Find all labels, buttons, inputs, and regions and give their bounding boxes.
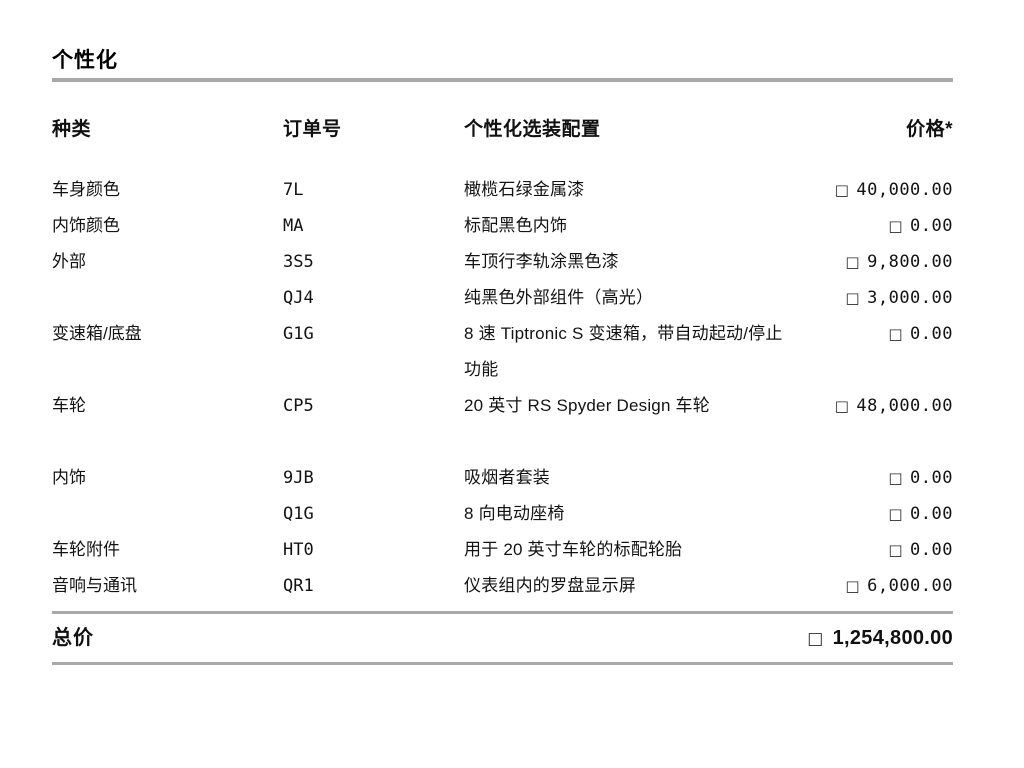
cell-description: 吸烟者套装 (464, 468, 550, 487)
checkbox-icon[interactable]: □ (845, 289, 861, 307)
cell-order-code: CP5 (283, 396, 314, 416)
cell-description: 标配黑色内饰 (464, 216, 568, 235)
header-description: 个性化选装配置 (464, 119, 601, 140)
cell-category: 外部 (52, 252, 86, 271)
header-price: 价格* (906, 119, 953, 140)
header-order-code: 订单号 (283, 119, 342, 140)
cell-price-amount: 6,000.00 (867, 576, 953, 596)
cell-price-amount: 0.00 (910, 324, 953, 344)
cell-price-group: □ 48,000.00 (835, 388, 953, 424)
cell-category: 内饰颜色 (52, 216, 120, 235)
total-divider-bottom (52, 662, 953, 665)
cell-price-group: □ 6,000.00 (845, 568, 953, 604)
cell-price-group: □ 0.00 (888, 460, 953, 496)
cell-description: 橄榄石绿金属漆 (464, 180, 585, 199)
header-category: 种类 (52, 119, 92, 140)
cell-price-group: □ 3,000.00 (845, 280, 953, 316)
cell-price-amount: 0.00 (910, 540, 953, 560)
cell-category: 车身颜色 (52, 180, 120, 199)
section-divider (52, 78, 953, 82)
checkbox-icon[interactable]: □ (807, 629, 824, 649)
total-label: 总价 (52, 627, 94, 649)
cell-price-amount: 0.00 (910, 504, 953, 524)
cell-description: 8 速 Tiptronic S 变速箱，带自动起动/停止功能 (464, 324, 783, 379)
checkbox-icon[interactable]: □ (845, 577, 861, 595)
total-divider-top (52, 611, 953, 614)
cell-category: 音响与通讯 (52, 576, 137, 595)
section-header: 个性化 (52, 48, 953, 82)
table-row: 车轮 CP5 20 英寸 RS Spyder Design 车轮 □ 48,000.00 (52, 388, 953, 460)
cell-description: 仪表组内的罗盘显示屏 (464, 576, 636, 595)
cell-order-code: 9JB (283, 468, 314, 488)
section-title: 个性化 (52, 49, 118, 72)
cell-category: 变速箱/底盘 (52, 324, 142, 343)
cell-description: 纯黑色外部组件（高光） (464, 288, 654, 307)
cell-order-code: Q1G (283, 504, 314, 524)
checkbox-icon[interactable]: □ (888, 469, 904, 487)
cell-description: 用于 20 英寸车轮的标配轮胎 (464, 540, 683, 559)
checkbox-icon[interactable]: □ (888, 217, 904, 235)
cell-order-code: 3S5 (283, 252, 314, 272)
cell-order-code: QJ4 (283, 288, 314, 308)
cell-category: 车轮附件 (52, 540, 120, 559)
table-body: 车身颜色 7L 橄榄石绿金属漆 □ 40,000.00 内饰颜色 MA 标配黑色内饰 □ 0.00… (52, 172, 953, 604)
cell-order-code: HT0 (283, 540, 314, 560)
options-table: 种类 订单号 个性化选装配置 价格* 车身颜色 7L 橄榄石绿金属漆 □ 40,000.… (52, 114, 953, 604)
cell-price-amount: 48,000.00 (856, 396, 953, 416)
cell-order-code: G1G (283, 324, 314, 344)
table-row: QJ4 纯黑色外部组件（高光） □ 3,000.00 (52, 280, 953, 316)
table-row: 车身颜色 7L 橄榄石绿金属漆 □ 40,000.00 (52, 172, 953, 208)
cell-order-code: QR1 (283, 576, 314, 596)
table-row: 变速箱/底盘 G1G 8 速 Tiptronic S 变速箱，带自动起动/停止功能 □… (52, 316, 953, 388)
cell-description: 车顶行李轨涂黑色漆 (464, 252, 619, 271)
total-value-group: □ 1,254,800.00 (807, 614, 953, 663)
checkbox-icon[interactable]: □ (888, 541, 904, 559)
total-block: 总价 □ 1,254,800.00 (52, 611, 953, 665)
cell-price-group: □ 0.00 (888, 532, 953, 568)
total-row: 总价 □ 1,254,800.00 (52, 614, 953, 662)
checkbox-icon[interactable]: □ (888, 325, 904, 343)
checkbox-icon[interactable]: □ (834, 397, 850, 415)
cell-price-amount: 0.00 (910, 216, 953, 236)
table-row: 外部 3S5 车顶行李轨涂黑色漆 □ 9,800.00 (52, 244, 953, 280)
cell-description: 20 英寸 RS Spyder Design 车轮 (464, 396, 710, 415)
cell-order-code: MA (283, 216, 304, 236)
table-row: 车轮附件 HT0 用于 20 英寸车轮的标配轮胎 □ 0.00 (52, 532, 953, 568)
cell-description: 8 向电动座椅 (464, 504, 565, 523)
checkbox-icon[interactable]: □ (888, 505, 904, 523)
cell-price-amount: 3,000.00 (867, 288, 953, 308)
table-row: 内饰颜色 MA 标配黑色内饰 □ 0.00 (52, 208, 953, 244)
cell-price-group: □ 0.00 (888, 208, 953, 244)
cell-price-amount: 40,000.00 (856, 180, 953, 200)
cell-order-code: 7L (283, 180, 304, 200)
cutoff-row-sliver: 标配 标配黑色 □ 0.00 (0, 0, 1024, 12)
checkbox-icon[interactable]: □ (845, 253, 861, 271)
checkbox-icon[interactable]: □ (834, 181, 850, 199)
cell-price-amount: 9,800.00 (867, 252, 953, 272)
cell-price-amount: 0.00 (910, 468, 953, 488)
table-row: 音响与通讯 QR1 仪表组内的罗盘显示屏 □ 6,000.00 (52, 568, 953, 604)
cell-price-group: □ 0.00 (888, 316, 953, 352)
table-row: Q1G 8 向电动座椅 □ 0.00 (52, 496, 953, 532)
table-header-row: 种类 订单号 个性化选装配置 价格* (52, 114, 953, 172)
cell-price-group: □ 40,000.00 (835, 172, 953, 208)
cell-category: 内饰 (52, 468, 86, 487)
table-row: 内饰 9JB 吸烟者套装 □ 0.00 (52, 460, 953, 496)
total-amount: 1,254,800.00 (832, 627, 953, 649)
cell-price-group: □ 9,800.00 (845, 244, 953, 280)
cell-price-group: □ 0.00 (888, 496, 953, 532)
cell-category: 车轮 (52, 396, 86, 415)
